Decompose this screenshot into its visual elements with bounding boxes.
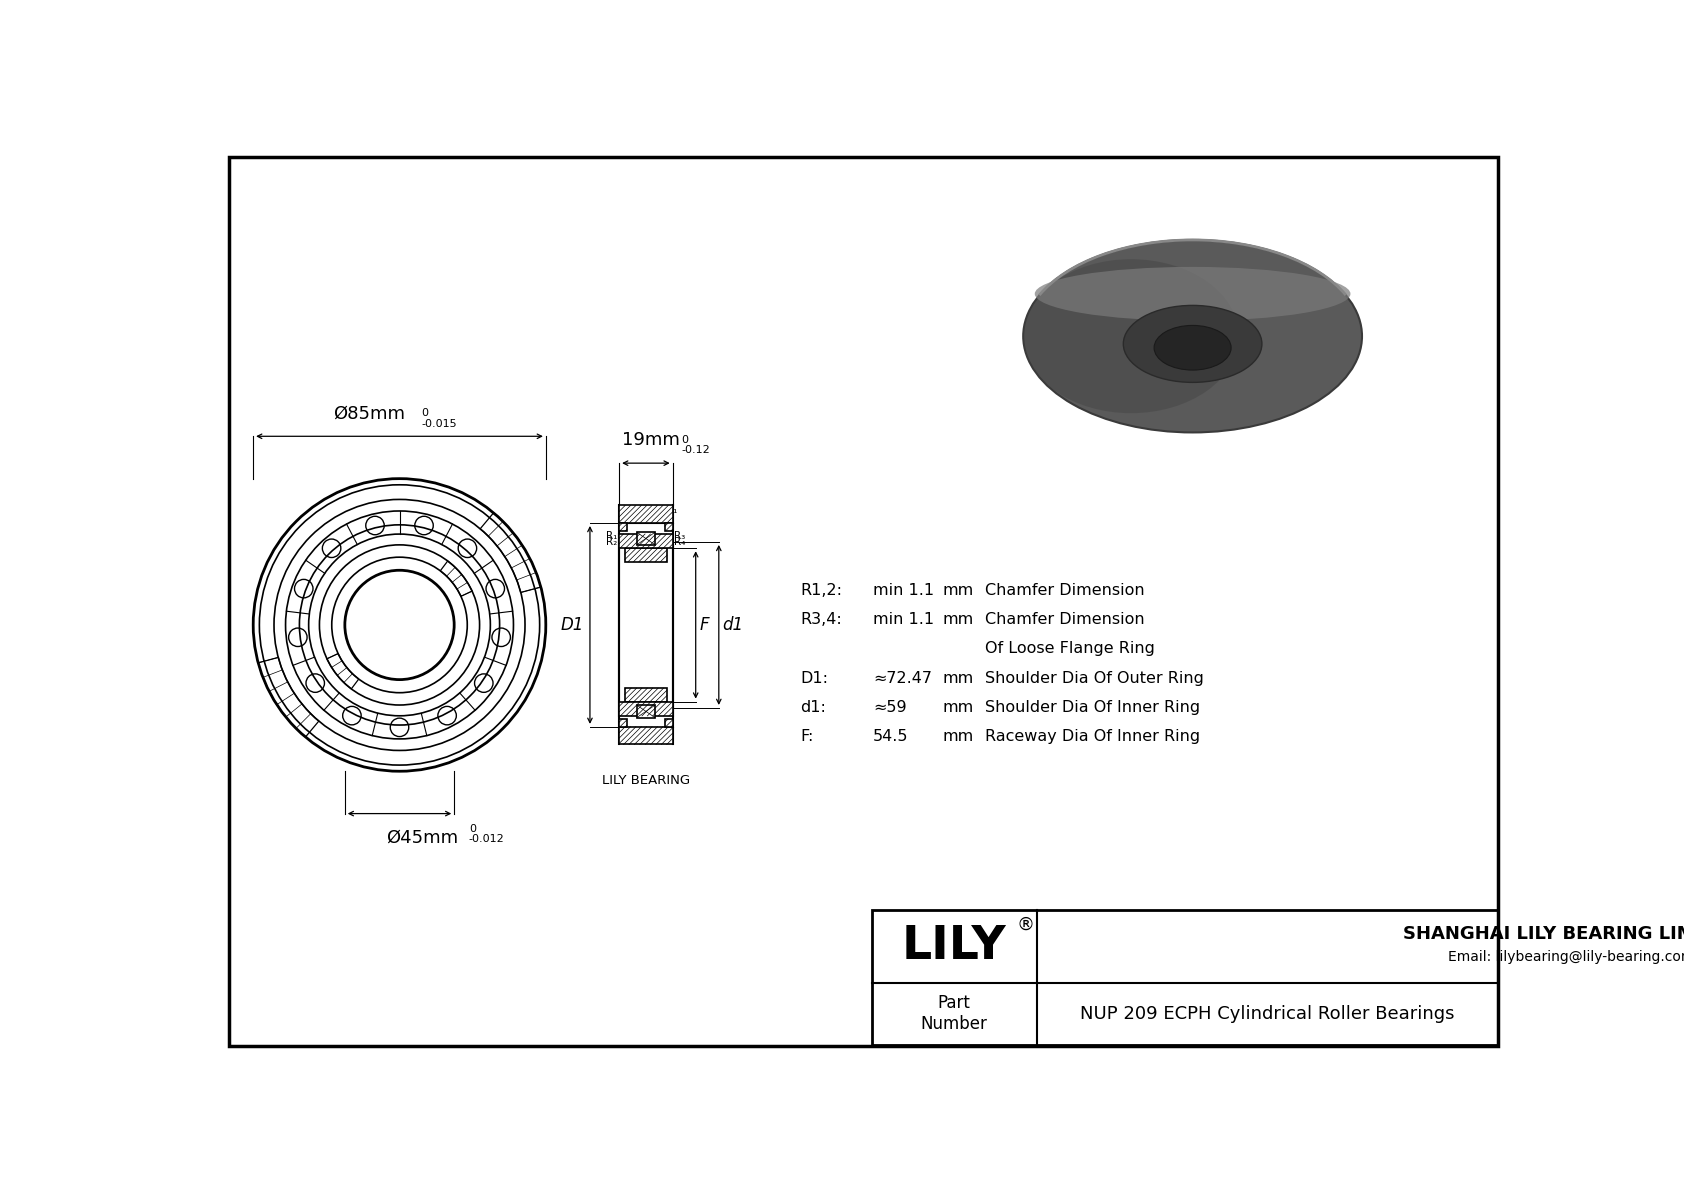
Text: Ø45mm: Ø45mm xyxy=(387,829,458,847)
Text: LILY BEARING: LILY BEARING xyxy=(601,774,690,786)
Bar xyxy=(620,719,626,727)
Bar xyxy=(625,548,667,562)
Text: Raceway Dia Of Inner Ring: Raceway Dia Of Inner Ring xyxy=(985,729,1199,744)
Text: 54.5: 54.5 xyxy=(872,729,909,744)
Text: F: F xyxy=(699,616,709,634)
Text: Ø85mm: Ø85mm xyxy=(333,405,404,423)
Text: Part
Number: Part Number xyxy=(921,994,987,1033)
Text: -0.012: -0.012 xyxy=(468,835,505,844)
Bar xyxy=(665,523,672,531)
Ellipse shape xyxy=(1154,325,1231,370)
Ellipse shape xyxy=(1024,239,1362,432)
Text: mm: mm xyxy=(943,700,973,715)
Ellipse shape xyxy=(1123,305,1261,382)
Text: 19mm: 19mm xyxy=(621,431,679,449)
Text: NUP 209 ECPH Cylindrical Roller Bearings: NUP 209 ECPH Cylindrical Roller Bearings xyxy=(1079,1005,1455,1023)
Text: ≈59: ≈59 xyxy=(872,700,906,715)
Text: mm: mm xyxy=(943,729,973,744)
Text: 0: 0 xyxy=(682,435,689,444)
Bar xyxy=(637,532,655,544)
Text: ≈72.47: ≈72.47 xyxy=(872,671,931,686)
Bar xyxy=(665,719,672,727)
Ellipse shape xyxy=(1024,260,1239,413)
Bar xyxy=(625,688,667,701)
Text: mm: mm xyxy=(943,671,973,686)
Text: Email: lilybearing@lily-bearing.com: Email: lilybearing@lily-bearing.com xyxy=(1448,950,1684,965)
Text: F:: F: xyxy=(800,729,813,744)
Text: R₂: R₂ xyxy=(628,506,640,517)
Text: R₂: R₂ xyxy=(606,537,618,547)
Text: R₁: R₁ xyxy=(606,531,618,541)
Text: min 1.1: min 1.1 xyxy=(872,612,935,626)
Text: D1:: D1: xyxy=(800,671,829,686)
Bar xyxy=(620,727,672,744)
Text: ®: ® xyxy=(1017,916,1034,934)
Text: R₁: R₁ xyxy=(667,505,679,516)
Text: 0: 0 xyxy=(421,407,428,418)
Text: R1,2:: R1,2: xyxy=(800,582,842,598)
Text: 0: 0 xyxy=(468,824,477,835)
Text: R3,4:: R3,4: xyxy=(800,612,842,626)
Text: LILY: LILY xyxy=(901,924,1007,969)
Text: Chamfer Dimension: Chamfer Dimension xyxy=(985,582,1145,598)
Text: R₃: R₃ xyxy=(674,531,685,541)
Text: mm: mm xyxy=(943,582,973,598)
Bar xyxy=(872,910,1497,1045)
Text: R₄: R₄ xyxy=(674,537,685,547)
Text: d1:: d1: xyxy=(800,700,825,715)
Text: Shoulder Dia Of Inner Ring: Shoulder Dia Of Inner Ring xyxy=(985,700,1199,715)
Text: D1: D1 xyxy=(561,616,584,634)
Bar xyxy=(620,523,626,531)
Bar xyxy=(618,701,674,716)
Text: Chamfer Dimension: Chamfer Dimension xyxy=(985,612,1145,626)
Bar xyxy=(637,705,655,718)
Text: mm: mm xyxy=(943,612,973,626)
Text: d1: d1 xyxy=(722,616,744,634)
Text: min 1.1: min 1.1 xyxy=(872,582,935,598)
Text: Shoulder Dia Of Outer Ring: Shoulder Dia Of Outer Ring xyxy=(985,671,1204,686)
Text: Of Loose Flange Ring: Of Loose Flange Ring xyxy=(985,641,1155,656)
Bar xyxy=(618,534,674,548)
Ellipse shape xyxy=(1034,267,1351,320)
Bar xyxy=(620,505,672,523)
Text: -0.12: -0.12 xyxy=(682,445,711,455)
Text: -0.015: -0.015 xyxy=(421,418,456,429)
Text: SHANGHAI LILY BEARING LIMITED: SHANGHAI LILY BEARING LIMITED xyxy=(1403,925,1684,943)
